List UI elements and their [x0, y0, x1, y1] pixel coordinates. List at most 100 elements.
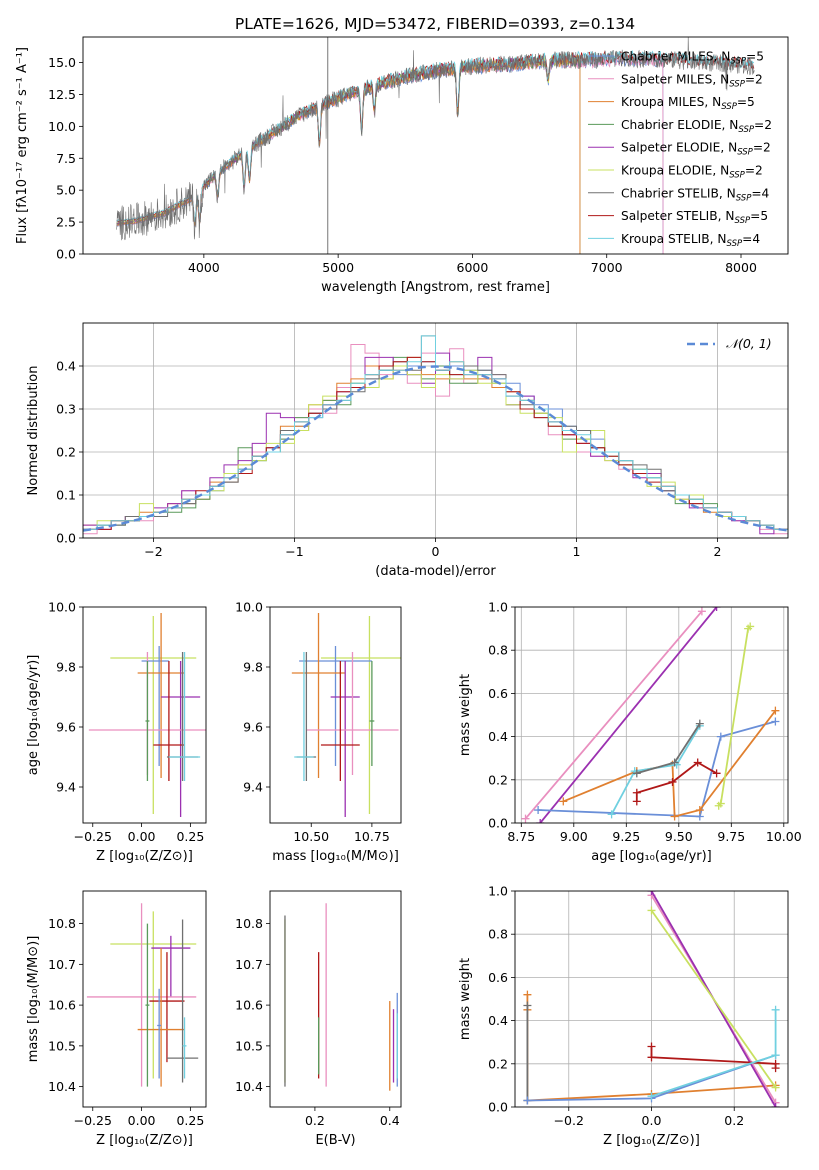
- y-tick-label: 1.0: [488, 600, 508, 615]
- axes-frame: [269, 606, 402, 824]
- axes-frame: [269, 890, 402, 1108]
- x-tick-label: 10.00: [766, 829, 802, 844]
- y-axis-label: mass weight: [458, 674, 473, 756]
- point-marker: [668, 777, 677, 786]
- errorbar-point: [145, 923, 150, 1087]
- mass-weight-line: [538, 720, 776, 818]
- y-axis-label: mass weight: [458, 958, 473, 1040]
- plot-area: [291, 613, 401, 817]
- point-marker: [697, 607, 706, 616]
- x-tick-label: −2: [144, 544, 162, 559]
- y-tick-label: 0.2: [488, 772, 508, 787]
- y-tick-label: 0.0: [488, 816, 508, 831]
- x-tick-label: 0.00: [128, 829, 156, 844]
- y-tick-label: 2.5: [56, 215, 76, 230]
- x-tick-label: 0.00: [128, 1113, 156, 1128]
- y-tick-label: 0.0: [56, 247, 76, 262]
- x-tick-label: 0.0: [642, 1113, 662, 1128]
- axes-frame: [514, 890, 789, 1108]
- y-tick-label: 9.6: [56, 720, 76, 735]
- point-marker: [771, 1083, 780, 1092]
- y-tick-label: 0.3: [56, 402, 76, 417]
- x-tick-label: 9.50: [665, 829, 693, 844]
- point-marker: [771, 1064, 780, 1073]
- errorbar-point: [168, 652, 201, 781]
- model-spectrum-line: [116, 54, 581, 254]
- x-tick-label: 6000: [457, 260, 489, 275]
- y-tick-label: 1.0: [488, 884, 508, 899]
- x-axis-label: Z [log₁₀(Z/Z⊙)]: [96, 849, 193, 864]
- errorbar-point: [320, 616, 401, 814]
- y-tick-label: 0.6: [488, 970, 508, 985]
- x-tick-label: 0.4: [380, 1113, 400, 1128]
- y-tick-label: 0.8: [488, 643, 508, 658]
- x-tick-label: 7000: [591, 260, 623, 275]
- errorbar-point: [145, 661, 150, 781]
- mass-weight-line: [539, 607, 718, 823]
- y-tick-label: 10.7: [48, 957, 76, 972]
- legend-entry: Kroupa STELIB, NSSP=4: [621, 232, 760, 249]
- point-marker: [712, 769, 721, 778]
- legend: Chabrier MILES, NSSP=5 Salpeter MILES, NS…: [588, 50, 772, 249]
- data-spectrum-line: [116, 37, 755, 241]
- y-tick-label: 9.6: [243, 720, 263, 735]
- point-marker: [695, 806, 704, 815]
- mass-weight-line: [562, 710, 777, 818]
- y-tick-label: 12.5: [48, 87, 76, 102]
- legend-entry: Kroupa ELODIE, NSSP=2: [621, 164, 763, 181]
- axes-7: 0.2 0.4 10.4 10.5 10.6 10.7 10.8 E(B-V): [235, 890, 402, 1148]
- errorbar-point: [306, 652, 399, 775]
- y-tick-label: 9.4: [56, 780, 76, 795]
- point-marker: [695, 719, 704, 728]
- point-marker: [670, 758, 679, 767]
- y-tick-label: 0.1: [56, 488, 76, 503]
- axes-frame: [82, 36, 789, 255]
- point-marker: [632, 788, 641, 797]
- legend-entry: Salpeter ELODIE, NSSP=2: [621, 141, 771, 158]
- point-marker: [647, 1053, 656, 1062]
- errorbar-point: [86, 903, 197, 1087]
- errorbar-point: [166, 919, 199, 1083]
- x-axis-label: E(B-V): [315, 1133, 355, 1148]
- errorbar-point: [151, 935, 191, 997]
- point-marker: [716, 799, 725, 808]
- errorbar-point: [182, 1017, 187, 1079]
- point-marker: [607, 810, 616, 819]
- errorbar-point: [110, 911, 197, 1079]
- y-tick-label: 10.7: [235, 957, 263, 972]
- plot-area: [116, 37, 755, 254]
- figure-title: PLATE=1626, MJD=53472, FIBERID=0393, z=0…: [235, 15, 635, 33]
- plot-area: [86, 903, 199, 1087]
- y-tick-label: 10.6: [48, 998, 76, 1013]
- histogram-step: [83, 335, 788, 538]
- x-tick-label: −0.2: [554, 1113, 584, 1128]
- point-marker: [771, 1103, 780, 1107]
- model-spectrum-line: [116, 52, 581, 254]
- y-tick-label: 0.2: [488, 1056, 508, 1071]
- y-axis-label: mass [log₁₀(M/M⊙)]: [26, 936, 41, 1063]
- point-marker: [647, 1042, 656, 1051]
- legend-entry: Chabrier MILES, NSSP=5: [621, 50, 764, 67]
- x-tick-label: 0.25: [176, 829, 204, 844]
- y-tick-label: 5.0: [56, 183, 76, 198]
- errorbar-point: [294, 652, 314, 781]
- axes-frame: [82, 606, 207, 824]
- y-tick-label: 9.8: [56, 660, 76, 675]
- x-tick-label: 2: [714, 544, 722, 559]
- x-tick-label: 10.50: [293, 829, 329, 844]
- legend-entry: Chabrier ELODIE, NSSP=2: [621, 118, 772, 135]
- legend-entry: Salpeter MILES, NSSP=2: [621, 72, 763, 89]
- plot-area: [515, 607, 788, 823]
- errorbar-point: [291, 613, 346, 778]
- mass-weight-line: [718, 625, 751, 807]
- y-tick-label: 10.4: [48, 1079, 76, 1094]
- errorbar-point: [141, 646, 169, 766]
- y-tick-label: 0.4: [56, 359, 76, 374]
- point-marker: [647, 891, 656, 895]
- y-tick-label: 9.8: [243, 660, 263, 675]
- errorbar-point: [137, 613, 185, 778]
- errorbar-point: [166, 652, 199, 781]
- y-tick-label: 10.6: [235, 998, 263, 1013]
- axes-4: 10.50 10.75 9.4 9.6 9.8 10.0 mass [log₁₀(M/M⊙)…: [235, 600, 402, 864]
